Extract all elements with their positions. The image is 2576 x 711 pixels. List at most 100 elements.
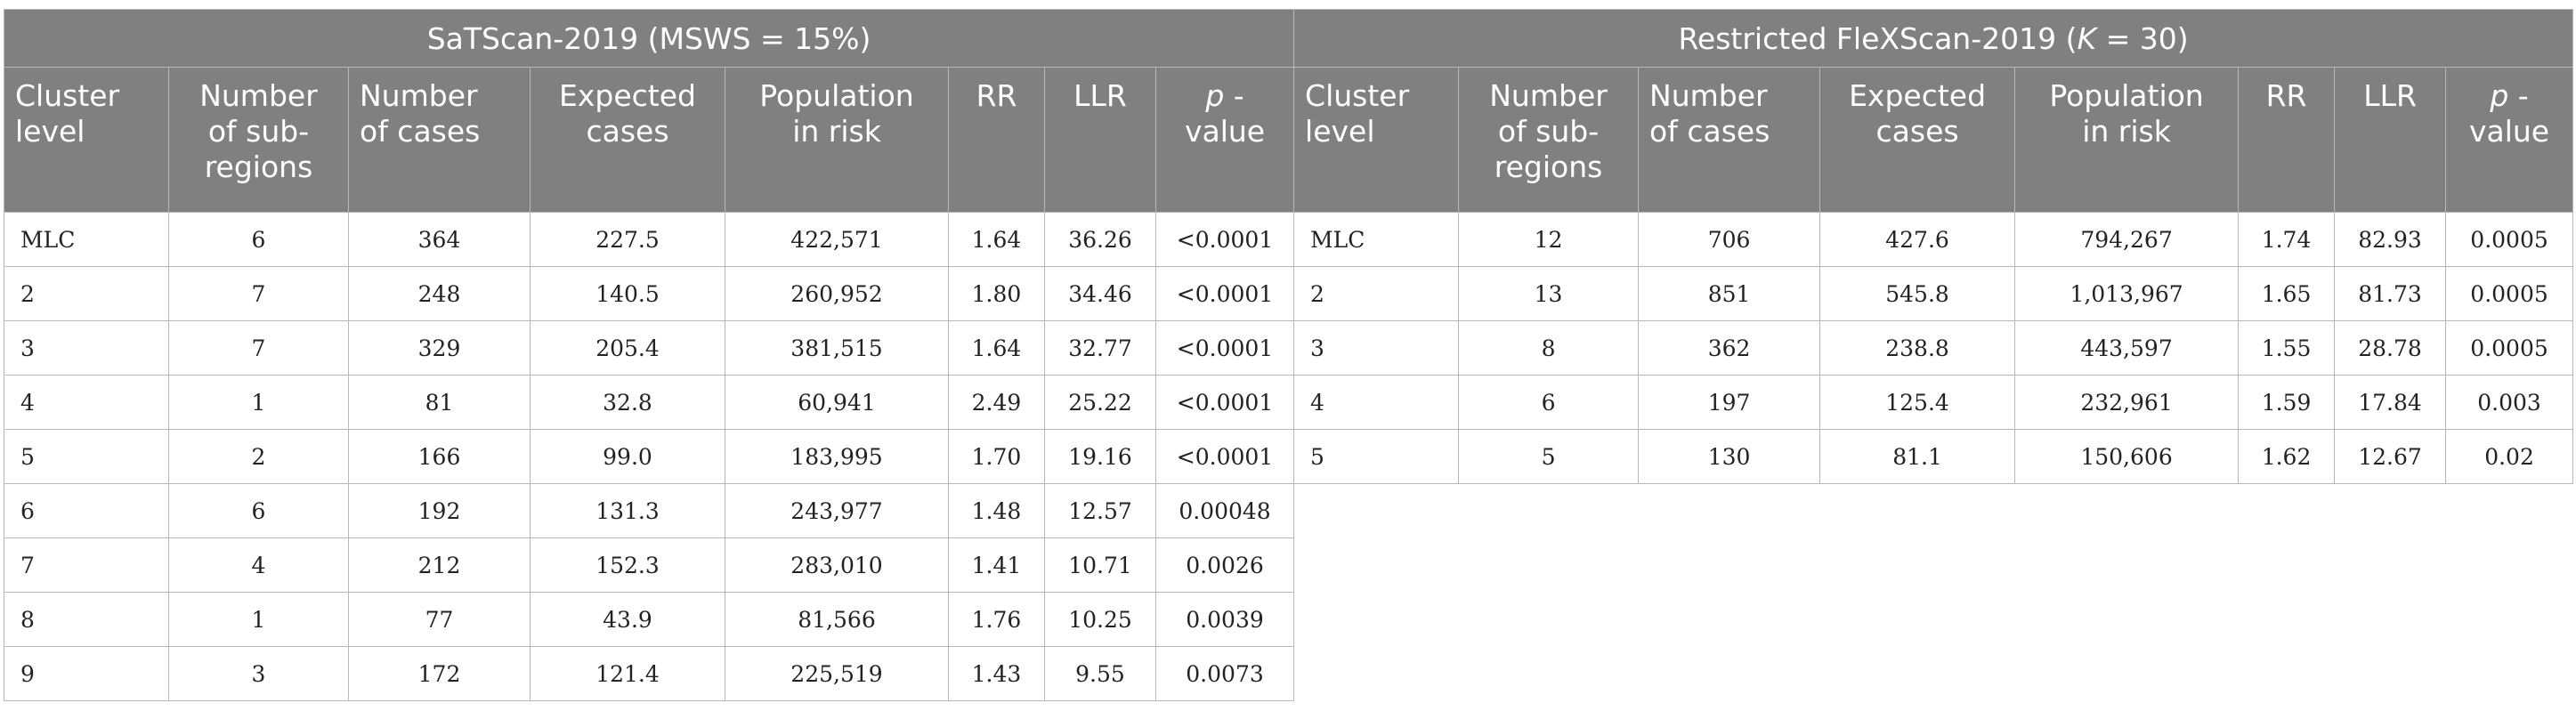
table-row: 8 1 77 43.9 81,566 1.76 10.25 0.0039: [4, 592, 2573, 647]
satscan-cell: 227.5: [530, 212, 725, 267]
flexscan-cell: 238.8: [1819, 320, 2016, 376]
satscan-cell: 1.76: [948, 592, 1045, 647]
group-header-row: SaTScan-2019 (MSWS = 15%) Restricted Fle…: [3, 9, 2574, 68]
flexscan-cell: 17.84: [2334, 375, 2447, 430]
satscan-cell: 243,977: [725, 483, 949, 538]
flexscan-cell: 1.62: [2238, 429, 2336, 484]
satscan-cell: 19.16: [1044, 429, 1156, 484]
flexscan-cell: 851: [1638, 266, 1821, 321]
flexscan-cell: 197: [1638, 375, 1821, 430]
flexscan-cell: 1.65: [2238, 266, 2336, 321]
satscan-cell: 248: [348, 266, 531, 321]
satscan-cell: 10.25: [1044, 592, 1156, 647]
satscan-cell: 77: [348, 592, 531, 647]
col-rr: RR: [948, 67, 1045, 213]
col-population: Population in risk: [725, 67, 949, 213]
satscan-cell: 225,519: [725, 646, 949, 701]
satscan-cell: <0.0001: [1154, 320, 1295, 376]
table-row: 4 1 81 32.8 60,941 2.49 25.22 <0.0001 4 6 197 125.4…: [4, 375, 2574, 430]
satscan-title: SaTScan-2019 (MSWS = 15%): [426, 20, 871, 56]
flexscan-cell: 0.02: [2445, 429, 2574, 484]
satscan-cell: 32.77: [1044, 320, 1156, 376]
flexscan-cell: 443,597: [2014, 320, 2240, 376]
satscan-cell: 1.64: [948, 212, 1045, 267]
satscan-cell: 4: [4, 375, 169, 430]
satscan-cell: 364: [348, 212, 531, 267]
table-row: 7 4 212 152.3 283,010 1.41 10.71 0.0026: [4, 537, 2573, 593]
flexscan-cell: 232,961: [2014, 375, 2240, 430]
satscan-cell: 212: [348, 537, 531, 593]
satscan-cell: 2: [4, 266, 169, 321]
col-population: Population in risk: [2014, 67, 2240, 213]
satscan-cell: 183,995: [725, 429, 949, 484]
satscan-cell: 99.0: [530, 429, 725, 484]
satscan-cell: <0.0001: [1154, 212, 1295, 267]
satscan-cell: 8: [4, 592, 169, 647]
col-expected-cases: Expected cases: [1819, 67, 2016, 213]
flexscan-cell: 1.55: [2238, 320, 2336, 376]
flexscan-cell: 12: [1458, 212, 1640, 267]
flexscan-cell: 12.67: [2334, 429, 2447, 484]
flexscan-cell: 150,606: [2014, 429, 2240, 484]
col-expected-cases: Expected cases: [530, 67, 725, 213]
satscan-cell: 4: [168, 537, 349, 593]
flexscan-cell: 794,267: [2014, 212, 2240, 267]
flexscan-cell: 6: [1458, 375, 1640, 430]
table-body: MLC 6 364 227.5 422,571 1.64 36.26 <0.0001 MLC 12…: [4, 212, 2574, 701]
satscan-cell: 283,010: [725, 537, 949, 593]
col-cluster-level: Cluster level: [4, 67, 169, 213]
table-row: 2 7 248 140.5 260,952 1.80 34.46 <0.0001 2 13 851 5…: [4, 266, 2574, 321]
satscan-cell: 2.49: [948, 375, 1045, 430]
empty-region: [1293, 646, 2573, 701]
satscan-cell: 6: [4, 483, 169, 538]
satscan-cell: 36.26: [1044, 212, 1156, 267]
table-row: MLC 6 364 227.5 422,571 1.64 36.26 <0.0001 MLC 12…: [4, 212, 2574, 267]
satscan-cell: 6: [168, 483, 349, 538]
col-llr: LLR: [1044, 67, 1156, 213]
satscan-cell: 172: [348, 646, 531, 701]
col-cluster-level: Cluster level: [1293, 67, 1460, 213]
empty-region: [1293, 537, 2573, 593]
satscan-cell: 9: [4, 646, 169, 701]
flexscan-cell: 1,013,967: [2014, 266, 2240, 321]
flexscan-title-suffix: = 30): [2096, 20, 2189, 56]
col-rr: RR: [2238, 67, 2336, 213]
empty-region: [1293, 592, 2573, 647]
satscan-cell: 3: [168, 646, 349, 701]
satscan-cell: <0.0001: [1154, 375, 1295, 430]
p-rest: - value: [2468, 78, 2550, 149]
satscan-cell: 1.41: [948, 537, 1045, 593]
satscan-cell: 32.8: [530, 375, 725, 430]
satscan-cell: 7: [168, 266, 349, 321]
satscan-cell: 60,941: [725, 375, 949, 430]
satscan-cell: 131.3: [530, 483, 725, 538]
col-p-value: p - value: [2445, 67, 2574, 213]
satscan-cell: 9.55: [1044, 646, 1156, 701]
satscan-group-header: SaTScan-2019 (MSWS = 15%): [3, 9, 1295, 68]
flexscan-title-prefix: Restricted FleXScan-2019 (: [1678, 20, 2078, 56]
satscan-cell: <0.0001: [1154, 266, 1295, 321]
col-llr: LLR: [2334, 67, 2447, 213]
satscan-cell: 81: [348, 375, 531, 430]
results-table-container: SaTScan-2019 (MSWS = 15%) Restricted Fle…: [3, 9, 2574, 701]
table-row: 6 6 192 131.3 243,977 1.48 12.57 0.00048: [4, 483, 2573, 538]
satscan-cell: 205.4: [530, 320, 725, 376]
satscan-cell: MLC: [4, 212, 169, 267]
table-row: 9 3 172 121.4 225,519 1.43 9.55 0.0073: [4, 646, 2573, 701]
col-num-subregions: Number of sub- regions: [1458, 67, 1640, 213]
flexscan-cell: 3: [1293, 320, 1460, 376]
flexscan-cell: 8: [1458, 320, 1640, 376]
flexscan-cell: 0.0005: [2445, 320, 2574, 376]
satscan-cell: 1: [168, 592, 349, 647]
flexscan-cell: 5: [1458, 429, 1640, 484]
satscan-cell: 2: [168, 429, 349, 484]
satscan-cell: 0.00048: [1154, 483, 1295, 538]
flexscan-cell: 81.73: [2334, 266, 2447, 321]
flexscan-cell: 82.93: [2334, 212, 2447, 267]
cluster-results-table: SaTScan-2019 (MSWS = 15%) Restricted Fle…: [3, 9, 2574, 701]
flexscan-cell: 4: [1293, 375, 1460, 430]
flexscan-cell: 0.0005: [2445, 212, 2574, 267]
flexscan-cell: 2: [1293, 266, 1460, 321]
p-italic: p: [1205, 78, 1225, 113]
p-italic: p: [2490, 78, 2509, 113]
